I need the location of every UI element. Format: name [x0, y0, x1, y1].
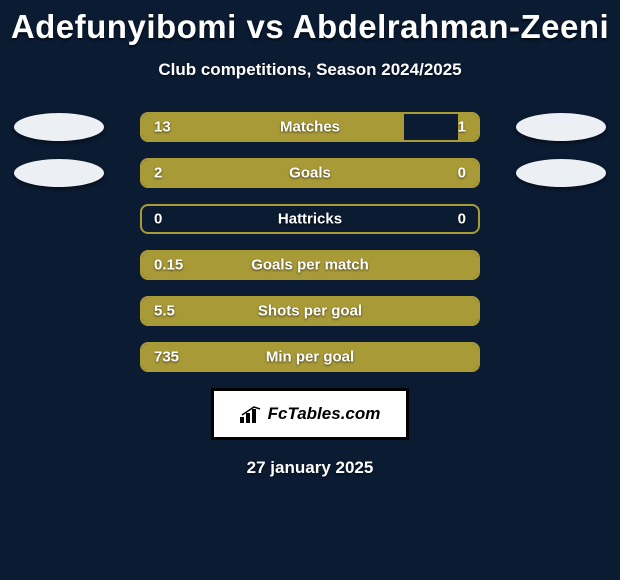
stat-row: 20Goals: [0, 158, 620, 188]
stat-bar: 00Hattricks: [140, 204, 480, 234]
subtitle: Club competitions, Season 2024/2025: [0, 60, 620, 80]
stat-row: 00Hattricks: [0, 204, 620, 234]
stat-bar: 20Goals: [140, 158, 480, 188]
stat-row: 5.5Shots per goal: [0, 296, 620, 326]
stat-row: 0.15Goals per match: [0, 250, 620, 280]
stat-row: 131Matches: [0, 112, 620, 142]
stat-bar: 5.5Shots per goal: [140, 296, 480, 326]
stat-bar: 735Min per goal: [140, 342, 480, 372]
player-right-avatar: [516, 113, 606, 141]
footer-badge[interactable]: FcTables.com: [211, 388, 409, 440]
stat-row: 735Min per goal: [0, 342, 620, 372]
fctables-logo-icon: [240, 405, 262, 423]
stat-label: Matches: [142, 119, 478, 136]
player-left-avatar: [14, 113, 104, 141]
stat-label: Goals per match: [142, 257, 478, 274]
stat-bar: 0.15Goals per match: [140, 250, 480, 280]
footer-date: 27 january 2025: [0, 458, 620, 478]
player-right-avatar: [516, 159, 606, 187]
stat-label: Goals: [142, 165, 478, 182]
page-title: Adefunyibomi vs Abdelrahman-Zeeni: [0, 0, 620, 46]
stat-label: Min per goal: [142, 349, 478, 366]
player-left-avatar: [14, 159, 104, 187]
footer-brand-text: FcTables.com: [268, 404, 381, 424]
stat-bar: 131Matches: [140, 112, 480, 142]
stats-container: 131Matches 20Goals 00Hattricks 0.15Goals pe…: [0, 112, 620, 372]
stat-label: Hattricks: [142, 211, 478, 228]
stat-label: Shots per goal: [142, 303, 478, 320]
